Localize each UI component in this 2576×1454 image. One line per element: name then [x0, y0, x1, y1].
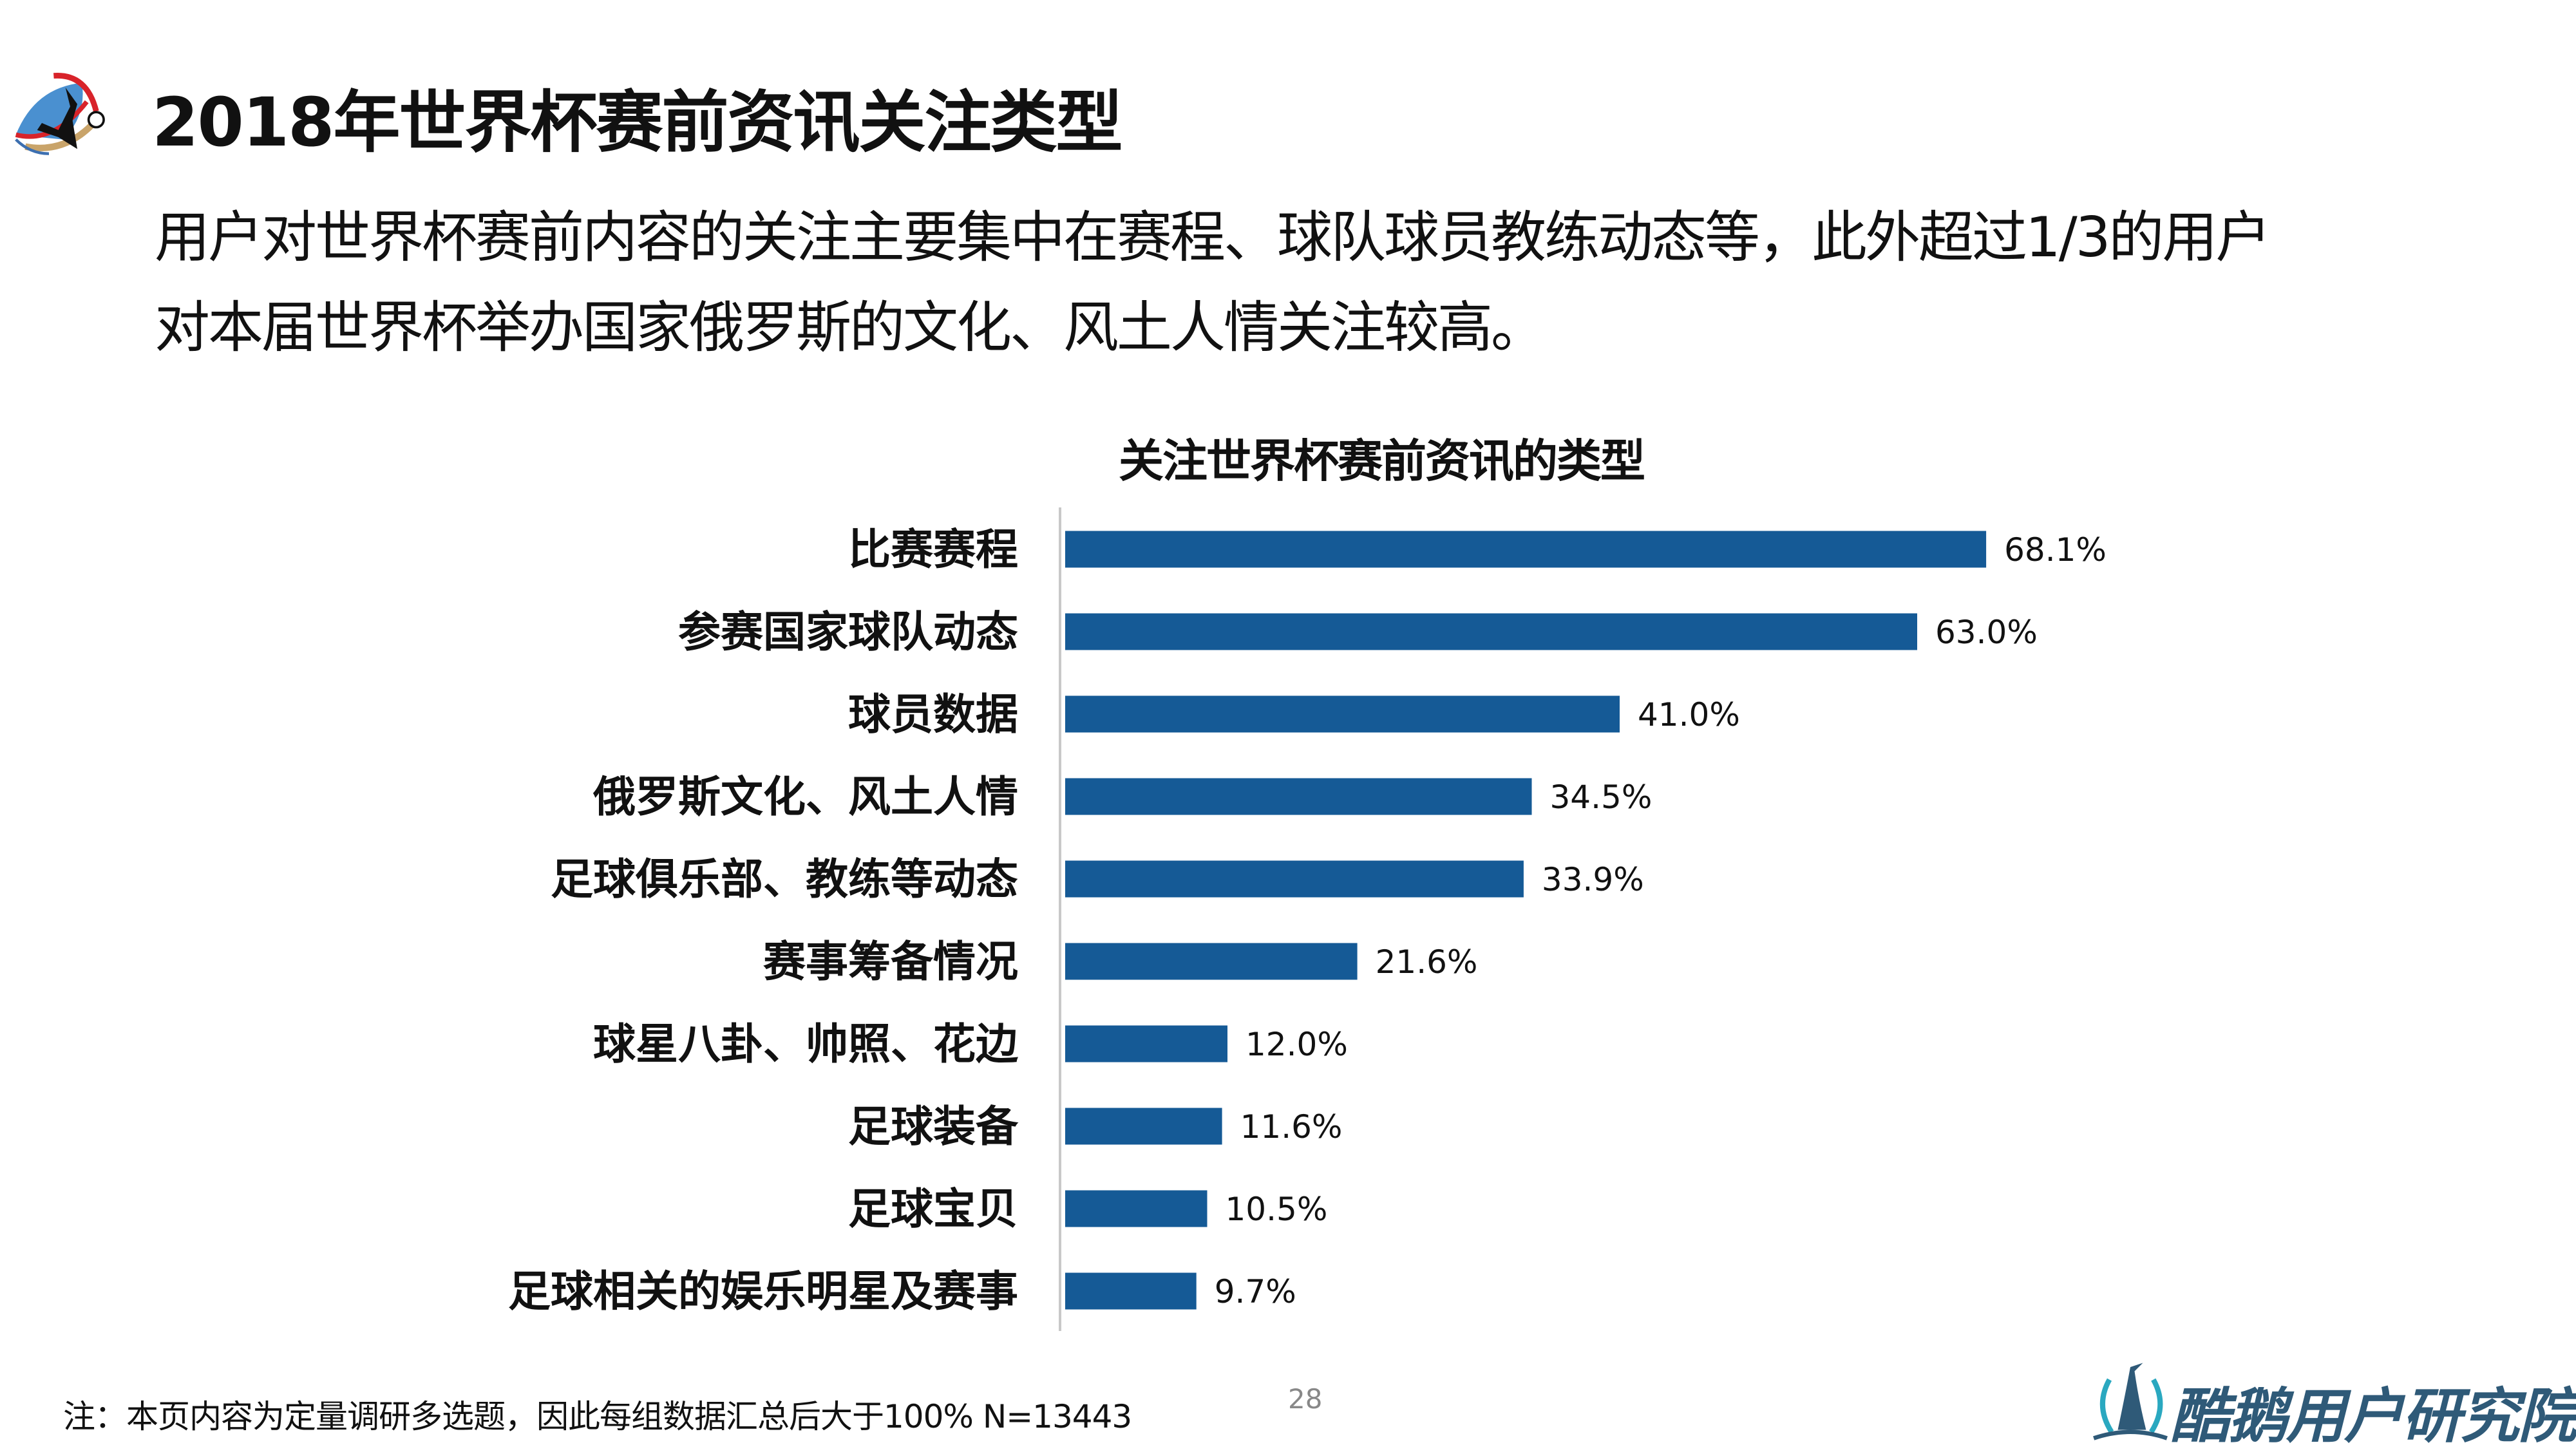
bar [1065, 778, 1532, 815]
bar [1065, 1025, 1227, 1062]
category-label: 球星八卦、帅照、花边 [593, 1019, 1018, 1069]
category-label: 足球相关的娱乐明星及赛事 [508, 1267, 1018, 1316]
category-label: 赛事筹备情况 [763, 937, 1018, 987]
bar [1065, 943, 1358, 980]
bar [1065, 1108, 1222, 1145]
bar [1065, 613, 1917, 650]
subtitle-line-1: 用户对世界杯赛前内容的关注主要集中在赛程、球队球员教练动态等，此外超过1/3的用… [155, 205, 2271, 270]
bar [1065, 695, 1620, 733]
bar [1065, 531, 1987, 568]
data-label: 33.9% [1542, 861, 1644, 898]
footnote: 注：本页内容为定量调研多选题，因此每组数据汇总后大于100% N=13443 [63, 1398, 1132, 1435]
page-title: 2018年世界杯赛前资讯关注类型 [152, 83, 1122, 162]
data-label: 68.1% [2004, 531, 2107, 569]
category-label: 足球俱乐部、教练等动态 [551, 854, 1018, 904]
chart-title: 关注世界杯赛前资讯的类型 [1119, 435, 1645, 487]
category-label: 参赛国家球队动态 [678, 607, 1018, 657]
data-label: 63.0% [1935, 614, 2038, 651]
category-label: 球员数据 [848, 690, 1018, 739]
category-label: 足球宝贝 [848, 1184, 1018, 1234]
data-label: 11.6% [1240, 1108, 1343, 1146]
data-label: 9.7% [1215, 1273, 1296, 1310]
bar [1065, 860, 1524, 898]
data-label: 12.0% [1245, 1026, 1348, 1063]
bar [1065, 1190, 1208, 1227]
category-label: 俄罗斯文化、风土人情 [592, 772, 1018, 822]
world-cup-logo-icon [15, 73, 105, 155]
bar [1065, 1272, 1197, 1310]
penguin-logo-icon [2093, 1363, 2168, 1440]
category-label: 比赛赛程 [848, 525, 1018, 574]
page-number: 28 [1288, 1383, 1323, 1415]
data-label: 34.5% [1550, 779, 1653, 816]
data-label: 21.6% [1376, 943, 1478, 981]
brand-name: 酷鹅用户研究院 [2170, 1382, 2576, 1451]
data-label: 10.5% [1226, 1191, 1328, 1228]
data-label: 41.0% [1638, 696, 1740, 733]
subtitle-line-2: 对本届世界杯举办国家俄罗斯的文化、风土人情关注较高。 [155, 296, 1546, 360]
category-label: 足球装备 [848, 1102, 1019, 1151]
